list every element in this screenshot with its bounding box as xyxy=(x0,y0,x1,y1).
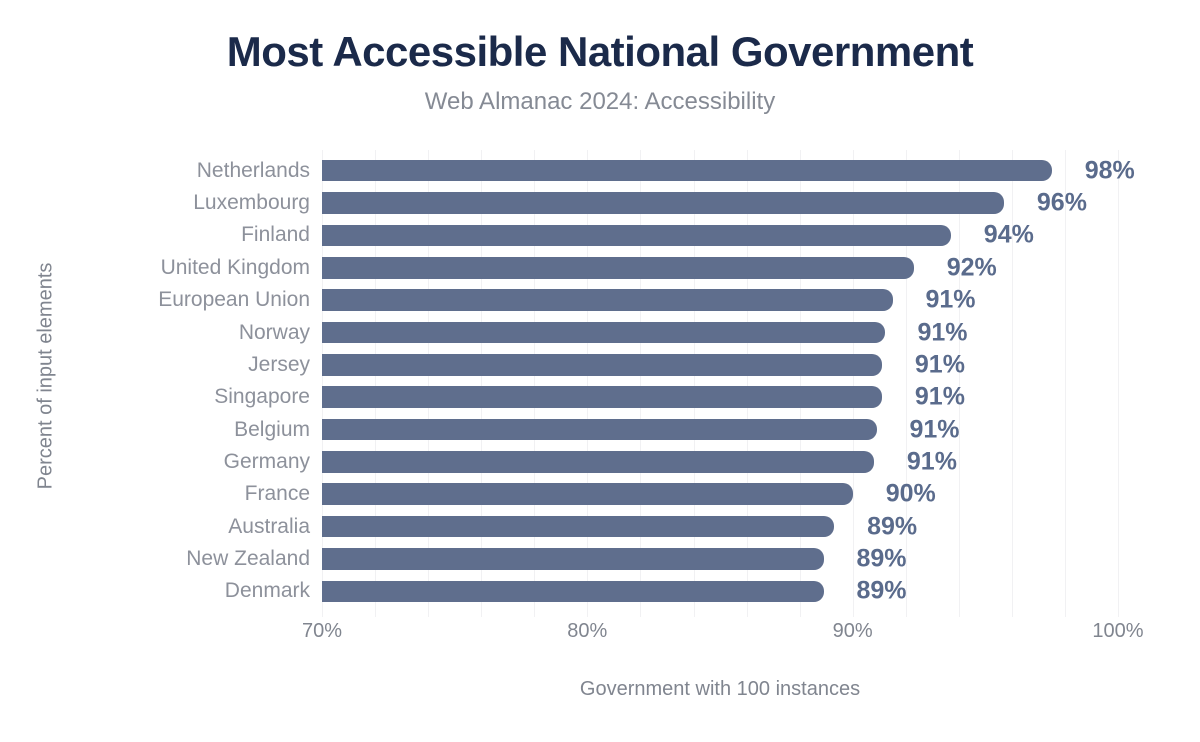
bar-australia xyxy=(322,515,835,538)
value-label: 91% xyxy=(914,350,965,379)
gridline xyxy=(428,150,430,617)
bar-netherlands xyxy=(322,159,1052,182)
gridline xyxy=(1118,150,1119,617)
gridline xyxy=(587,150,589,617)
x-axis-title: Government with 100 instances xyxy=(579,678,861,700)
value-label: 89% xyxy=(867,512,918,541)
gridline xyxy=(1011,150,1013,617)
category-label: France xyxy=(244,482,310,506)
bar-denmark xyxy=(322,580,824,603)
bar-new-zealand xyxy=(322,548,824,570)
value-label: 91% xyxy=(914,382,965,411)
category-label: New Zealand xyxy=(186,547,310,570)
value-label: 91% xyxy=(906,447,957,476)
x-tick-label: 90% xyxy=(832,620,873,642)
bar-luxembourg xyxy=(322,192,1004,214)
category-label: Germany xyxy=(223,449,310,473)
value-label: 92% xyxy=(946,253,997,282)
value-label: 90% xyxy=(885,479,936,508)
gridline xyxy=(375,150,377,617)
x-tick-label: 70% xyxy=(301,620,343,642)
category-label: Finland xyxy=(241,223,310,247)
chart-subtitle: Web Almanac 2024: Accessibility xyxy=(424,88,776,115)
x-tick-label: 80% xyxy=(567,620,608,642)
gridline xyxy=(481,150,483,617)
category-label: Australia xyxy=(228,514,310,538)
value-label: 98% xyxy=(1084,156,1135,185)
value-label: 91% xyxy=(925,285,976,314)
gridline xyxy=(693,150,695,617)
chart-title: Most Accessible National Government xyxy=(226,28,974,75)
category-label: Jersey xyxy=(248,352,310,376)
value-label: 96% xyxy=(1036,188,1087,217)
category-label: Singapore xyxy=(214,385,310,409)
gridline xyxy=(905,150,907,617)
bar-france xyxy=(322,483,853,506)
plot-area xyxy=(322,150,1119,617)
bar-singapore xyxy=(322,386,882,408)
gridline xyxy=(958,150,960,617)
gridline xyxy=(640,150,642,617)
bar-jersey xyxy=(322,354,882,376)
bar-belgium xyxy=(322,418,877,441)
bar-european-union xyxy=(322,289,893,311)
value-label: 91% xyxy=(909,415,960,443)
category-label: Norway xyxy=(238,320,310,344)
value-label: 89% xyxy=(856,576,907,605)
value-label: 89% xyxy=(856,544,907,573)
category-label: Luxembourg xyxy=(193,191,310,214)
value-label: 91% xyxy=(917,318,968,346)
gridline xyxy=(852,150,854,617)
bar-germany xyxy=(322,451,874,473)
bar-united-kingdom xyxy=(322,256,914,279)
bar-norway xyxy=(322,321,885,344)
x-tick-label: 100% xyxy=(1092,620,1144,642)
gridline xyxy=(799,150,801,617)
category-label: Belgium xyxy=(234,417,310,441)
gridline xyxy=(1064,150,1066,617)
value-label: 94% xyxy=(983,220,1034,249)
category-label: European Union xyxy=(158,288,310,312)
category-label: Denmark xyxy=(224,579,310,603)
category-label: Netherlands xyxy=(196,158,310,182)
gridline xyxy=(534,150,536,617)
gridline xyxy=(322,150,323,617)
gridline xyxy=(746,150,748,617)
bar-finland xyxy=(322,224,951,247)
category-label: United Kingdom xyxy=(160,255,310,279)
